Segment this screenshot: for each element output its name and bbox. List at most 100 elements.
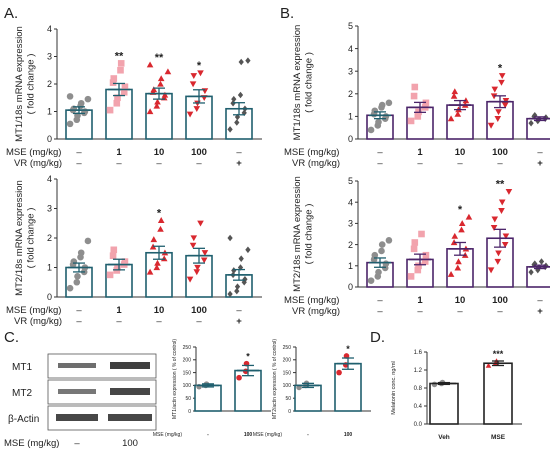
y-tick-label: 1: [47, 263, 52, 273]
data-point: [431, 381, 438, 388]
data-point: [375, 268, 382, 276]
row-label-mse: MSE (mg/kg): [6, 305, 61, 316]
panel-label-a: A.: [4, 5, 18, 22]
data-point: [106, 271, 114, 279]
data-point: [110, 75, 118, 82]
significance-marker: *: [498, 63, 503, 75]
data-point: [113, 99, 121, 107]
y-tick-label: 0: [47, 134, 52, 144]
blot-lane-2: 100: [122, 438, 138, 449]
data-point: [201, 250, 209, 257]
vr-label: –: [377, 158, 383, 169]
data-point: [407, 273, 415, 280]
data-point: [422, 251, 430, 259]
data-point: [110, 246, 118, 254]
bar: [429, 382, 459, 425]
y-axis-label: MT1/actin expression ( % of control): [172, 339, 178, 419]
band-mt1-lane1: [58, 363, 96, 368]
data-point: [491, 86, 499, 93]
dose-rows-b2: MSE (mg/kg) VR (mg/kg): [284, 295, 340, 317]
blot-mse-label: MSE (mg/kg): [4, 438, 59, 449]
y-tick-label: 4: [47, 174, 52, 184]
data-point: [494, 116, 502, 122]
dose-label: 10: [154, 305, 165, 316]
dose-label: –: [377, 295, 383, 306]
data-point: [490, 225, 498, 231]
bar: [483, 362, 513, 425]
data-point: [498, 79, 505, 86]
band-actin-lane1: [56, 414, 98, 421]
vr-label: –: [156, 316, 162, 327]
y-tick-label: 0: [47, 292, 52, 302]
vr-label: –: [377, 306, 383, 317]
data-point: [245, 57, 251, 64]
dose-label: –: [236, 147, 242, 158]
data-point: [70, 258, 78, 265]
data-point: [114, 94, 121, 102]
dose-label: 100: [191, 305, 207, 316]
data-point: [164, 68, 172, 75]
data-point: [485, 362, 492, 368]
vr-label: –: [497, 306, 503, 317]
data-point: [66, 93, 74, 100]
data-point: [371, 251, 379, 259]
vr-label: –: [417, 158, 423, 169]
data-point: [157, 75, 165, 82]
panel-label-d: D.: [370, 329, 385, 346]
data-point: [189, 81, 197, 88]
data-point: [150, 86, 158, 93]
data-point: [193, 106, 201, 113]
y-tick-label: 50: [185, 396, 191, 402]
y-axis-label: MT2/actin expression ( % of control): [272, 339, 278, 419]
row-label-vr: VR (mg/kg): [292, 158, 340, 169]
category-label: -: [307, 432, 309, 438]
data-point: [157, 217, 165, 223]
dose-label: 1: [417, 295, 423, 306]
c-mse-label: MSE (mg/kg): [253, 432, 283, 438]
data-point: [231, 95, 237, 103]
significance-marker: *: [157, 207, 162, 219]
row-label-vr: VR (mg/kg): [292, 306, 340, 317]
data-point: [538, 258, 545, 265]
data-point: [77, 249, 85, 257]
data-point: [234, 287, 240, 295]
data-point: [236, 374, 242, 381]
data-point: [502, 233, 510, 240]
data-point: [146, 61, 154, 68]
dose-label: –: [537, 295, 543, 306]
data-point: [238, 255, 244, 262]
y-tick-label: 100: [183, 383, 192, 389]
data-point: [487, 122, 495, 129]
data-point: [454, 264, 462, 271]
data-point: [227, 126, 233, 133]
data-point: [84, 95, 92, 103]
dose-label: 1: [417, 147, 423, 158]
data-point: [146, 108, 154, 115]
y-tick-label: 0.8: [414, 386, 423, 392]
data-point: [73, 278, 81, 286]
data-point: [237, 264, 244, 271]
y-tick-label: 0: [188, 409, 191, 415]
y-tick-label: 50: [285, 396, 291, 402]
data-point: [154, 259, 161, 266]
data-point: [458, 226, 465, 233]
data-point: [197, 70, 204, 77]
row-label-mse: MSE (mg/kg): [284, 147, 339, 158]
dose-label: –: [537, 147, 543, 158]
data-point: [200, 257, 208, 264]
dose-label: 100: [492, 147, 508, 158]
data-point: [371, 107, 379, 115]
data-point: [458, 220, 466, 227]
chart-b-mt2: 0 1 2 3 4 5 MT2/18s mRNA expression( fold chan…: [292, 176, 550, 317]
y-tick-label: 0: [288, 409, 291, 415]
y-tick-label: 1: [348, 261, 353, 271]
data-point: [193, 269, 201, 276]
chart-a-mt2: 0 1 2 3 4 MT2/18s mRNA expression( fold chang…: [14, 174, 262, 327]
category-label: -: [207, 432, 209, 438]
category-label: Veh: [438, 434, 450, 441]
data-point: [455, 258, 462, 265]
data-point: [77, 99, 85, 107]
row-label-vr: VR (mg/kg): [14, 316, 62, 327]
chart-d-melatonin: 0.0 0.4 0.8 1.2 1.6 Melatonin conc. ng/ml Veh *…: [391, 349, 522, 441]
dose-label: –: [236, 305, 242, 316]
